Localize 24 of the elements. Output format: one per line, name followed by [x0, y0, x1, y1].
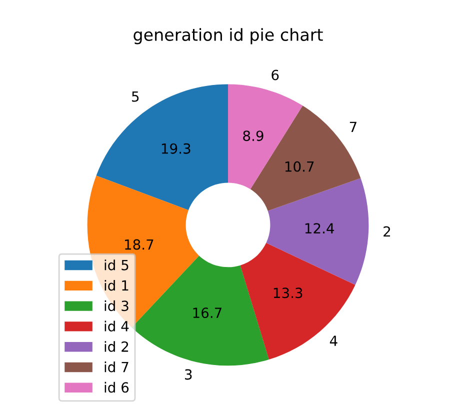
text: 2 [384, 226, 390, 237]
donut-slice [266, 178, 369, 285]
text: 4 [330, 336, 338, 346]
donut-slice [96, 84, 228, 210]
legend-label: id 3 [104, 300, 128, 312]
text: 5 [132, 91, 139, 102]
data-label: 8.9 [243, 130, 264, 142]
legend-label: id 2 [104, 341, 128, 352]
legend-label: id 7 [104, 362, 128, 372]
data-label: 16.7 [193, 308, 222, 318]
data-label: 18.7 [125, 239, 154, 250]
text: 3 [185, 369, 192, 380]
legend-label: id 4 [104, 320, 129, 332]
data-label: 19.3 [162, 143, 190, 154]
legend-label: id 5 [104, 260, 128, 270]
legend-label: id 6 [104, 382, 129, 393]
legend-label: id 1 [104, 280, 128, 291]
donut-slice [240, 242, 356, 360]
chart-title: generation id pie chart [134, 28, 323, 44]
text: 6 [272, 70, 279, 80]
data-label: 10.7 [285, 161, 314, 172]
data-label: 12.4 [305, 223, 334, 234]
text: 7 [350, 122, 356, 132]
data-label: 13.3 [274, 288, 302, 298]
